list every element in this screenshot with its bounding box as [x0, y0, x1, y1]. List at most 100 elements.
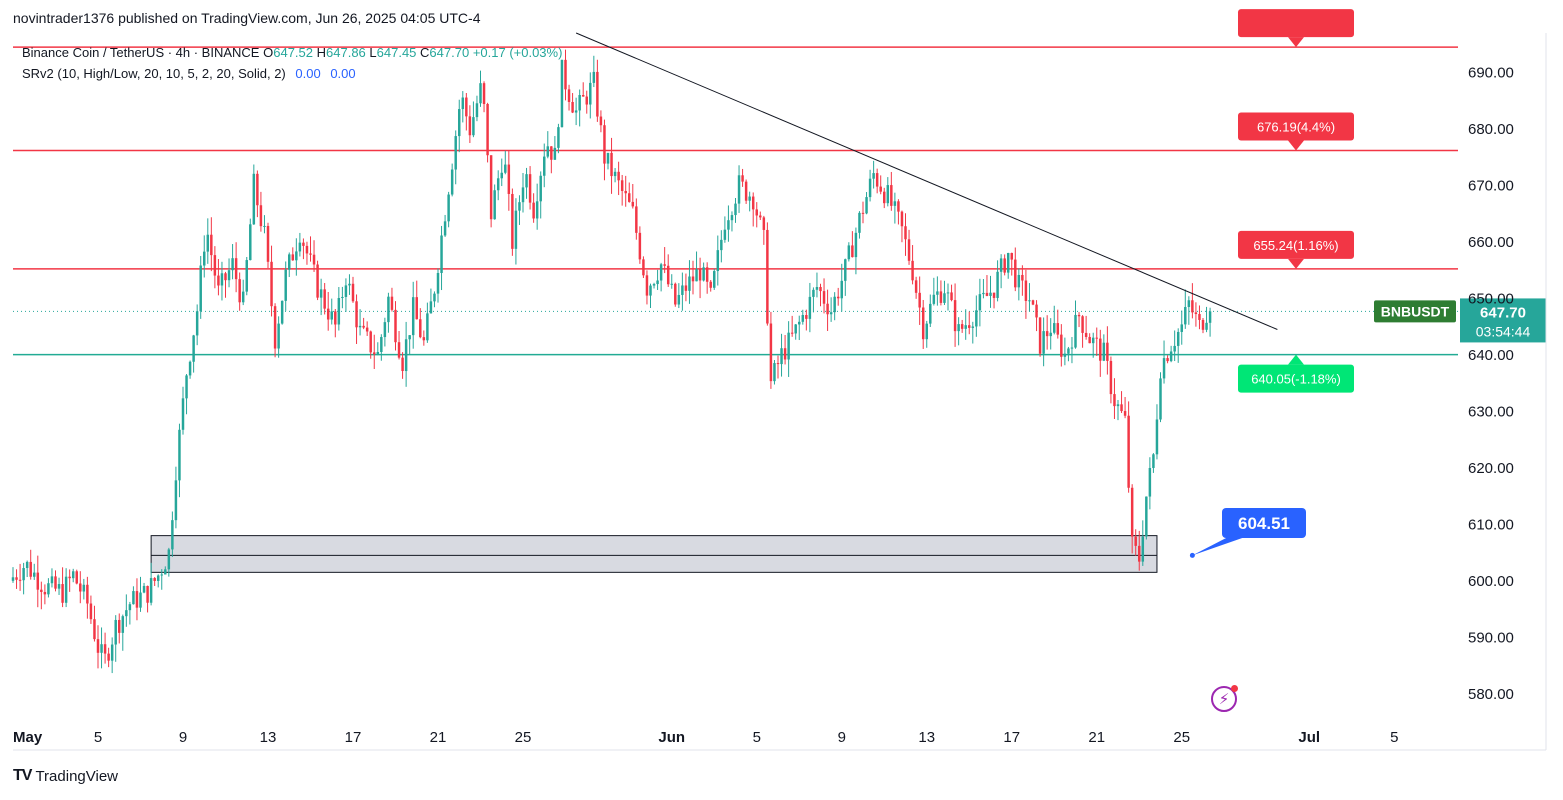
x-tick-label: 13: [260, 729, 277, 746]
candle-body: [705, 267, 709, 282]
candle-body: [645, 275, 649, 296]
candle-body: [295, 251, 298, 261]
candle-body: [787, 332, 790, 360]
candle-body: [868, 178, 872, 198]
candle-body: [911, 260, 914, 281]
demand-zone: [150, 535, 1158, 573]
candle-body: [875, 173, 879, 187]
candle-body: [64, 576, 68, 603]
candle-body: [128, 604, 132, 611]
candle-body: [521, 187, 525, 203]
candle-body: [709, 281, 712, 288]
candle-body: [1201, 319, 1205, 330]
candle-body: [419, 319, 422, 338]
candle-body: [40, 589, 43, 592]
candle-body: [426, 313, 429, 341]
y-tick-label: 630.00: [1468, 403, 1514, 420]
footer-brand[interactable]: TV TradingView: [13, 767, 118, 785]
candle-body: [291, 254, 295, 261]
candle-body: [847, 245, 851, 260]
candle-body: [1091, 337, 1095, 344]
y-tick-label: 610.00: [1468, 516, 1514, 533]
candle-body: [1148, 467, 1152, 497]
candle-body: [564, 59, 567, 90]
candle-body: [156, 575, 160, 581]
candle-body: [100, 644, 103, 653]
candle-body: [557, 127, 560, 148]
candle-body: [411, 297, 415, 336]
candle-body: [968, 325, 971, 328]
candle-body: [256, 173, 259, 206]
candle-body: [1187, 300, 1191, 308]
candle-body: [964, 325, 967, 329]
tag-box-resistance-655: [1238, 230, 1354, 259]
x-tick-label: 9: [838, 729, 846, 746]
legend-l-label: L: [369, 45, 377, 60]
candle-body: [535, 201, 539, 219]
candle-body: [783, 348, 787, 360]
candle-body: [946, 292, 950, 294]
candle-body: [1109, 360, 1113, 395]
candle-body: [1141, 536, 1145, 562]
publish-info: novintrader1376 published on TradingView…: [13, 10, 481, 26]
candle-body: [178, 429, 181, 481]
candle-body: [769, 323, 773, 382]
candle-body: [628, 193, 631, 202]
candle-body: [132, 591, 135, 605]
candle-body: [47, 583, 50, 595]
candle-body: [798, 321, 801, 325]
candle-body: [1208, 311, 1212, 323]
candle-body: [635, 206, 638, 233]
candle-body: [960, 324, 964, 329]
candle-body: [86, 584, 89, 604]
lightning-bolt-icon[interactable]: ⚡: [1211, 685, 1238, 712]
tag-label-support-640: 640.05(-1.18%): [1251, 372, 1341, 387]
candle-body: [82, 584, 86, 592]
candle-body: [15, 577, 18, 580]
candle-body: [571, 101, 574, 113]
candle-body: [337, 297, 341, 325]
candle-body: [57, 584, 61, 589]
candle-body: [174, 480, 178, 521]
candle-body: [298, 242, 302, 252]
x-tick-label: 17: [345, 729, 362, 746]
candle-body: [312, 254, 316, 265]
candle-body: [861, 212, 865, 214]
legend-c-value: 647.70: [429, 45, 470, 60]
candle-body: [1152, 454, 1155, 468]
candle-body: [118, 619, 121, 633]
candle-body: [61, 584, 64, 603]
candle-body: [355, 301, 358, 328]
candle-body: [362, 325, 365, 328]
candle-body: [1130, 487, 1134, 537]
legend-indicator: SRv2 (10, High/Low, 20, 10, 5, 2, 20, So…: [22, 66, 356, 81]
candle-body: [532, 202, 535, 219]
tag-label-resistance-655: 655.24(1.16%): [1253, 238, 1338, 253]
candle-body: [429, 301, 433, 314]
candle-body: [865, 197, 868, 214]
candle-body: [199, 265, 202, 312]
candle-body: [472, 117, 475, 136]
candle-body: [539, 175, 542, 202]
candle-body: [227, 270, 231, 281]
candle-body: [1077, 314, 1081, 317]
y-tick-label: 640.00: [1468, 347, 1514, 364]
candle-body: [1159, 378, 1162, 420]
candle-body: [164, 569, 167, 575]
candle-body: [1138, 545, 1141, 562]
candle-body: [1169, 351, 1173, 362]
candle-body: [553, 147, 557, 160]
candle-body: [185, 375, 188, 399]
candle-body: [443, 221, 447, 236]
candle-body: [1028, 300, 1031, 302]
x-tick-label: 13: [918, 729, 935, 746]
candle-body: [33, 572, 36, 577]
candle-body: [11, 577, 15, 581]
candle-body: [854, 232, 858, 258]
candle-body: [461, 97, 465, 110]
candle-body: [493, 190, 496, 220]
candle-body: [844, 259, 847, 281]
candle-body: [826, 303, 829, 315]
candle-body: [280, 300, 284, 324]
